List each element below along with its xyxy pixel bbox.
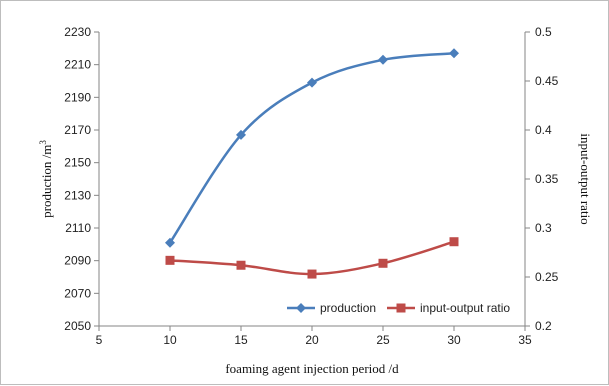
- data-point: [165, 255, 175, 265]
- x-tick-label: 10: [163, 333, 177, 347]
- y-left-tick-label: 2050: [64, 319, 91, 333]
- data-point: [236, 260, 246, 270]
- data-point: [307, 269, 317, 279]
- y-right-tick-label: 0.35: [535, 172, 559, 186]
- y-left-tick-label: 2190: [64, 90, 91, 104]
- x-tick-label: 30: [447, 333, 461, 347]
- axis-titles: foaming agent injection period /d produc…: [38, 133, 593, 376]
- axes-group: 5 10 15 20 25 30 35 2050 2070 2090 2110 2130 2150 217…: [64, 25, 558, 347]
- x-tick-label: 5: [96, 333, 103, 347]
- y-left-axis-title-text: production /m: [39, 145, 54, 218]
- y-right-tick-label: 0.5: [535, 25, 552, 39]
- y-left-tick-label: 2230: [64, 25, 91, 39]
- data-point: [449, 237, 459, 247]
- data-point: [165, 237, 175, 248]
- data-point: [449, 48, 459, 59]
- legend-marker: [296, 303, 306, 313]
- series-line: [169, 240, 455, 276]
- y-left-tick-label: 2170: [64, 123, 91, 137]
- x-tick-label: 25: [376, 333, 390, 347]
- data-point: [236, 129, 246, 140]
- legend-label: input-output ratio: [420, 301, 510, 315]
- y-left-axis-title: production /m3: [38, 140, 54, 218]
- y-left-tick-label: 2090: [64, 254, 91, 268]
- series-line: [168, 51, 455, 244]
- y-right-tick-label: 0.25: [535, 270, 559, 284]
- series-production: [165, 48, 459, 248]
- series-input-output-ratio: [165, 237, 459, 279]
- x-tick-label: 35: [518, 333, 532, 347]
- y-right-tick-label: 0.45: [535, 74, 559, 88]
- x-tick-label: 20: [305, 333, 319, 347]
- y-left-tick-label: 2070: [64, 286, 91, 300]
- y-left-tick-label: 2150: [64, 156, 91, 170]
- data-point: [378, 54, 388, 65]
- y-right-tick-label: 0.2: [535, 319, 552, 333]
- legend-marker: [396, 303, 406, 313]
- legend-label: production: [320, 301, 376, 315]
- y-right-tick-label: 0.4: [535, 123, 552, 137]
- x-axis-title: foaming agent injection period /d: [225, 361, 399, 376]
- data-point: [307, 77, 317, 88]
- series-group: [165, 48, 459, 279]
- y-left-axis-title-superscript: 3: [38, 140, 48, 145]
- y-left-tick-label: 2110: [65, 221, 91, 235]
- y-left-tick-label: 2210: [64, 58, 91, 72]
- y-left-tick-label: 2130: [64, 188, 91, 202]
- data-point: [378, 258, 388, 268]
- y-right-tick-label: 0.3: [535, 221, 552, 235]
- x-tick-label: 15: [234, 333, 248, 347]
- legend: production input-output ratio: [287, 301, 510, 315]
- y-right-axis-title: input-output ratio: [578, 133, 593, 224]
